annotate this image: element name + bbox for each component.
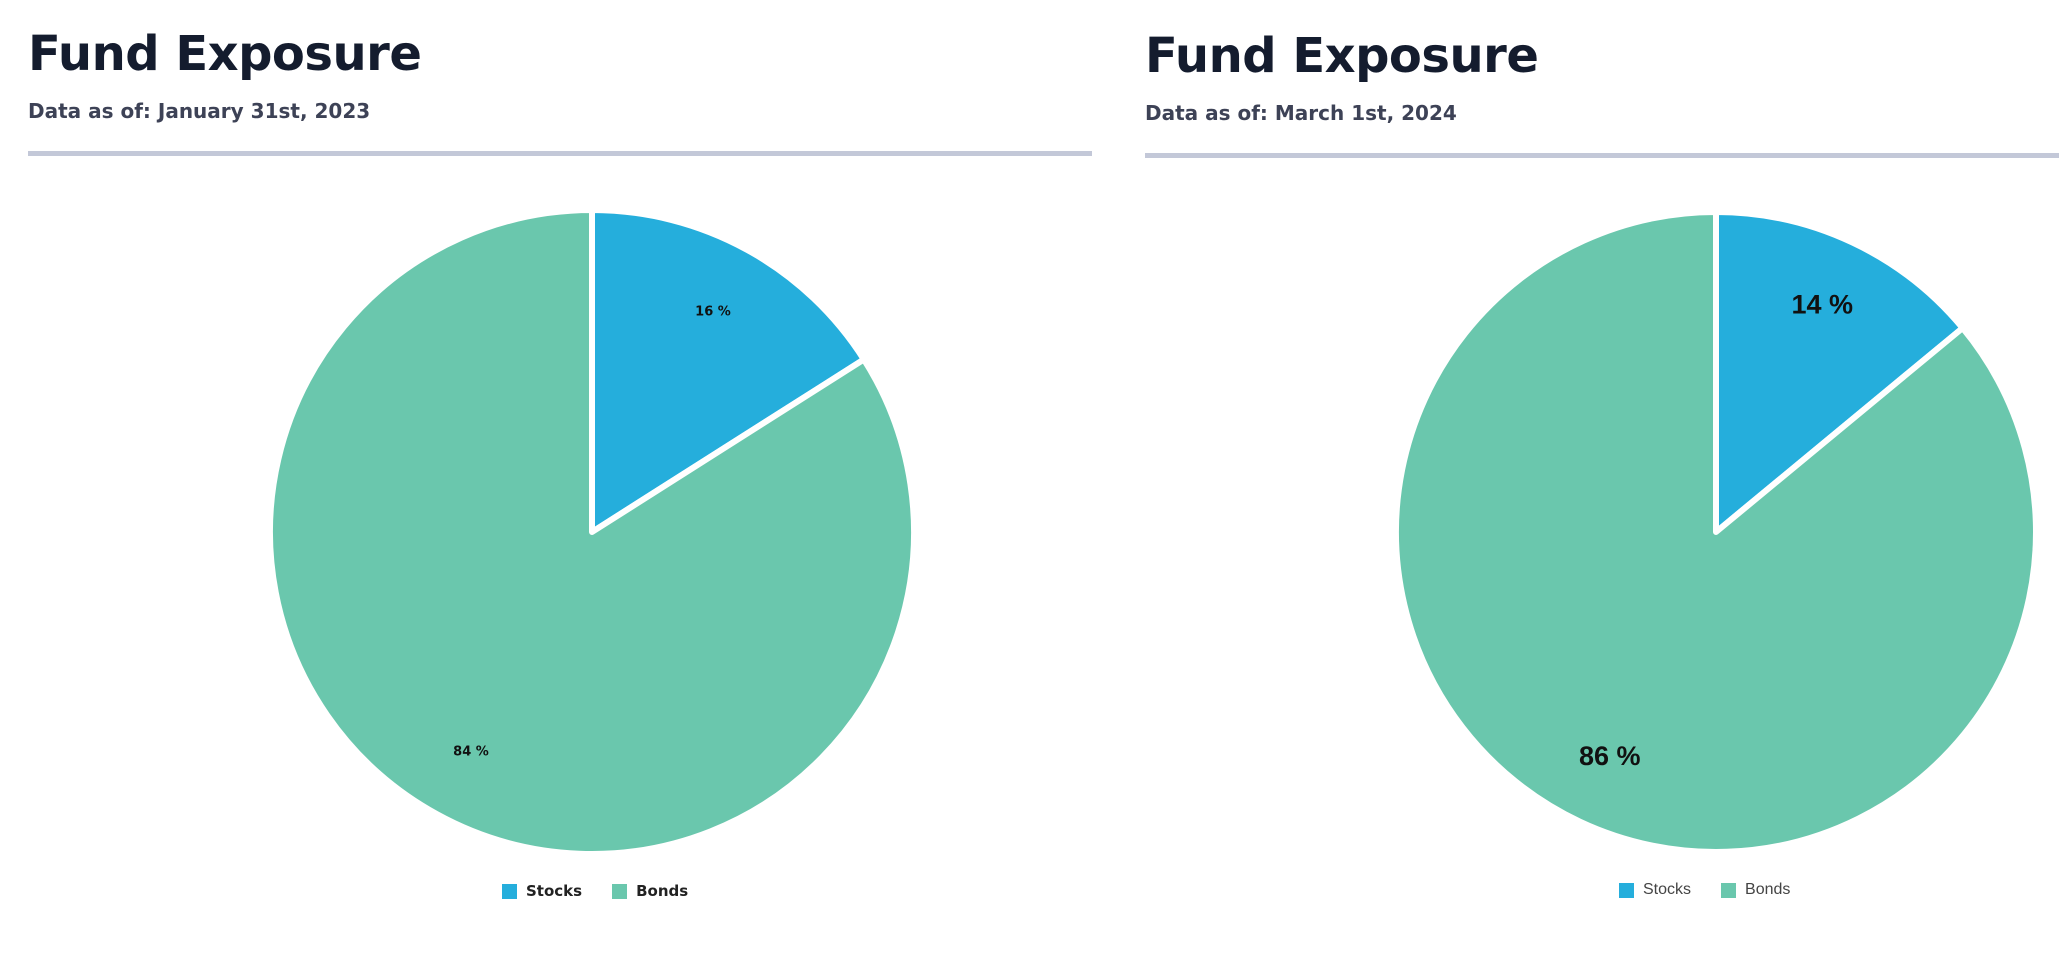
pie-slice-stocks[interactable] — [1713, 209, 1966, 535]
pie-data-label-stocks: 14 % — [1792, 289, 1854, 319]
data-date-subtitle: Data as of: March 1st, 2024 — [1145, 101, 1457, 125]
legend-item-stocks[interactable]: Stocks — [1619, 881, 1691, 899]
legend-item-bonds[interactable]: Bonds — [1721, 881, 1790, 899]
pie-slice-bonds[interactable] — [1393, 209, 2039, 855]
header-divider — [1145, 153, 2059, 158]
pie-data-label-bonds: 84 % — [453, 745, 489, 760]
legend-label-stocks: Stocks — [526, 882, 583, 900]
panel-title: Fund Exposure — [1145, 28, 1539, 84]
pie-slice-bonds[interactable] — [267, 207, 917, 857]
legend-label-bonds: Bonds — [636, 882, 689, 900]
panel-title: Fund Exposure — [28, 26, 422, 82]
legend-item-stocks[interactable]: Stocks — [502, 882, 582, 900]
fund-exposure-panel-2023: Fund Exposure Data as of: January 31st, … — [28, 0, 1092, 978]
pie-data-label-stocks: 16 % — [695, 304, 731, 319]
pie-chart: 14 % 86 % — [1393, 209, 2039, 855]
fund-exposure-panel-2024: Fund Exposure Data as of: March 1st, 202… — [1145, 0, 2059, 978]
pie-chart: 16 % 84 % — [267, 207, 917, 857]
header-divider — [28, 151, 1092, 156]
legend-swatch-stocks — [1619, 882, 1634, 898]
chart-legend: Stocks Bonds — [502, 882, 688, 900]
chart-legend: Stocks Bonds — [1619, 881, 1790, 899]
data-date-subtitle: Data as of: January 31st, 2023 — [28, 99, 371, 123]
pie-data-label-bonds: 86 % — [1579, 741, 1641, 771]
legend-swatch-bonds — [1721, 882, 1737, 898]
legend-label-bonds: Bonds — [1745, 881, 1791, 898]
legend-swatch-stocks — [502, 883, 517, 899]
pie-slice-stocks[interactable] — [589, 207, 867, 535]
legend-swatch-bonds — [612, 883, 628, 899]
legend-item-bonds[interactable]: Bonds — [612, 882, 688, 900]
legend-label-stocks: Stocks — [1643, 881, 1692, 898]
